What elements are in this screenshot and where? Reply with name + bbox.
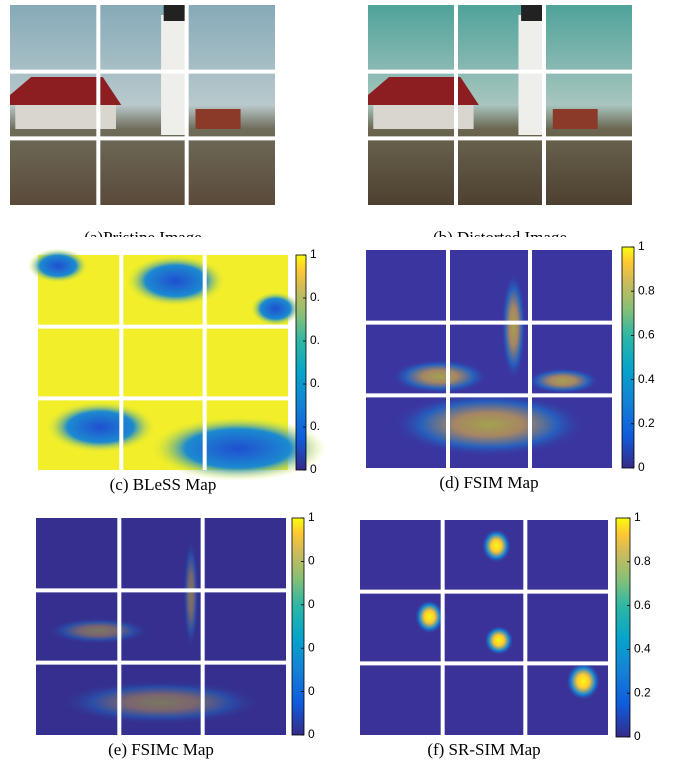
- colorbar-tick-label: 0: [310, 462, 317, 476]
- colorbar-tick-label: 0.: [310, 333, 320, 347]
- caption: (e) FSIMc Map: [108, 740, 214, 759]
- page: {"panels": [ {"caption": "(a)Pristine Im…: [0, 0, 678, 767]
- colorbar-tick-label: 1: [310, 247, 317, 261]
- colorbar-tick-label: 0: [634, 729, 641, 743]
- house: [15, 105, 116, 129]
- colorbar: [616, 518, 630, 737]
- map-blob: [526, 368, 600, 394]
- map-blob: [46, 401, 156, 453]
- caption: (d) FSIM Map: [439, 473, 538, 492]
- house-right: [553, 109, 598, 129]
- figure: (a)Pristine Image (b) Distorted Image (c) …: [0, 0, 678, 767]
- image: [360, 520, 608, 735]
- image: [28, 249, 326, 481]
- panel: (e) FSIMc Map 0 0 0 0 0 1: [36, 510, 315, 759]
- lighthouse-top: [164, 5, 185, 21]
- colorbar: [292, 518, 304, 735]
- image: [36, 518, 286, 735]
- colorbar-tick-label: 0.: [310, 376, 320, 390]
- map-blob: [482, 529, 512, 563]
- map-blob: [251, 292, 301, 326]
- image: [368, 5, 632, 205]
- panels: (a)Pristine Image (b) Distorted Image (c) …: [10, 5, 655, 759]
- panel: (c) BLeSS Map 0 0. 0. 0. 0. 1: [28, 247, 326, 494]
- colorbar: [622, 247, 634, 468]
- colorbar-tick-label: 0.4: [634, 642, 651, 656]
- map-blob: [61, 681, 261, 724]
- colorbar-tick-label: 1: [638, 239, 645, 253]
- panel: (a)Pristine Image: [10, 5, 275, 247]
- colorbar-tick-label: 1: [308, 510, 315, 524]
- lighthouse-top: [521, 5, 542, 21]
- colorbar-tick-label: 0: [308, 684, 315, 698]
- map-blob: [391, 392, 588, 457]
- map-blob: [501, 272, 526, 381]
- lighthouse: [518, 15, 544, 135]
- colorbar-tick-label: 0.6: [638, 328, 655, 342]
- map-blob: [415, 600, 445, 634]
- image: [10, 5, 275, 205]
- colorbar-tick-label: 0: [308, 727, 315, 741]
- colorbar-tick-label: 1: [634, 510, 641, 524]
- map-blob: [28, 249, 88, 283]
- panel: (d) FSIM Map 0 0.2 0.4 0.6 0.8 1: [366, 239, 655, 492]
- colorbar-tick-label: 0.8: [638, 283, 655, 297]
- caption: (b) Distorted Image: [433, 228, 567, 247]
- colorbar-tick-label: 0.8: [634, 554, 651, 568]
- map-blob: [184, 540, 199, 649]
- image: [366, 250, 612, 468]
- colorbar-tick-label: 0.2: [638, 416, 655, 430]
- lighthouse: [161, 15, 188, 135]
- colorbar-tick-label: 0.: [310, 290, 320, 304]
- roof: [10, 77, 121, 105]
- map-blob: [391, 359, 489, 394]
- panel: (b) Distorted Image: [368, 5, 632, 247]
- map-blob: [49, 618, 149, 644]
- house-right: [196, 109, 241, 129]
- caption: (f) SR-SIM Map: [427, 740, 540, 759]
- caption: (c) BLeSS Map: [110, 475, 217, 494]
- colorbar-tick-label: 0: [638, 460, 645, 474]
- colorbar-tick-label: 0.2: [634, 685, 651, 699]
- map-blob: [484, 625, 514, 655]
- house: [373, 105, 473, 129]
- colorbar: [296, 255, 306, 470]
- colorbar-tick-label: 0.: [310, 419, 320, 433]
- map-blob: [566, 662, 601, 701]
- colorbar-tick-label: 0: [308, 640, 315, 654]
- panel: (f) SR-SIM Map 0 0.2 0.4 0.6 0.8 1: [360, 510, 651, 759]
- colorbar-tick-label: 0.4: [638, 372, 655, 386]
- colorbar-tick-label: 0: [308, 597, 315, 611]
- colorbar-tick-label: 0.6: [634, 598, 651, 612]
- colorbar-tick-label: 0: [308, 554, 315, 568]
- map-blob: [126, 255, 226, 307]
- roof: [368, 77, 479, 105]
- caption: (a)Pristine Image: [84, 228, 202, 247]
